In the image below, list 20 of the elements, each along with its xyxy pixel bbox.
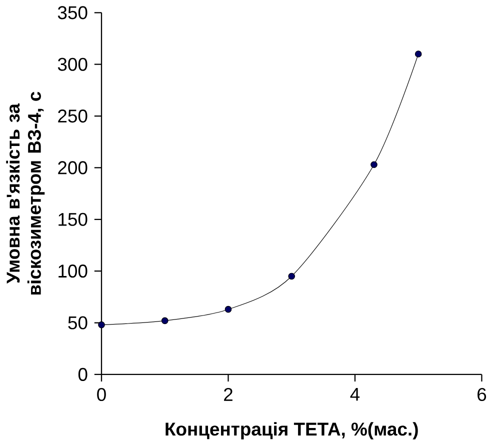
y-tick-label: 100 xyxy=(58,264,88,278)
x-tick-label: 4 xyxy=(350,388,360,400)
point xyxy=(98,321,105,328)
y-tick-label: 150 xyxy=(58,212,88,226)
x-tick-label: 0 xyxy=(97,388,106,401)
y-axis-title: Умовна в'язкість за віскозиметром ВЗ-4, с xyxy=(6,92,45,294)
x-tick-label: 2 xyxy=(224,388,232,401)
x-tick-label: 6 xyxy=(478,388,486,401)
point xyxy=(370,160,378,168)
y-tick-label: 0 xyxy=(78,368,88,381)
y-tick-label: 350 xyxy=(58,6,88,19)
y-tick-label: 50 xyxy=(68,316,88,330)
point xyxy=(224,306,232,313)
point xyxy=(288,272,296,280)
point xyxy=(414,50,422,58)
x-axis-title: Концентрація ТЕТА, %(мас.) xyxy=(166,422,418,440)
y-tick-label: 200 xyxy=(58,160,88,174)
y-tick-label: 300 xyxy=(58,58,88,71)
point xyxy=(161,317,168,324)
y-tick-label: 250 xyxy=(58,109,88,122)
